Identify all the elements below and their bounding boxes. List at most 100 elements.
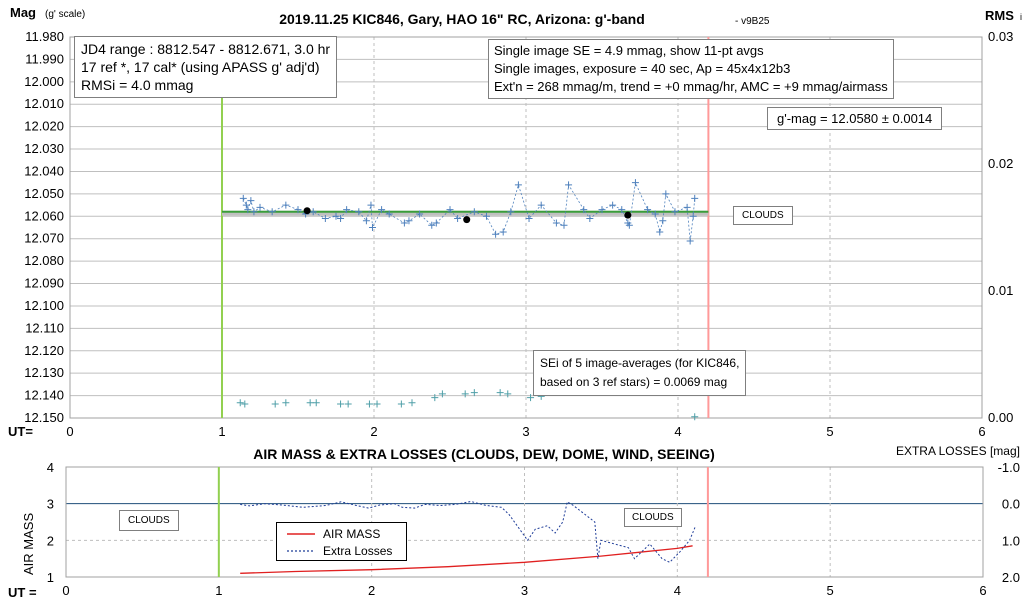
single-image-point (362, 217, 370, 225)
single-image-point (256, 203, 264, 211)
info-line: RMSi = 4.0 mmag (81, 77, 194, 93)
upper-y-tick-label: 12.060 (24, 208, 64, 223)
single-image-point (656, 228, 664, 236)
legend-swatches (287, 533, 315, 552)
upper-y-tick-label: 12.140 (24, 388, 64, 403)
single-image-point (659, 217, 667, 225)
single-image-point (609, 201, 617, 209)
upper-y-tick-label: 11.980 (25, 29, 64, 44)
single-image-point (662, 190, 670, 198)
image-average-point (624, 211, 632, 219)
upper-x-tick-label: 2 (370, 424, 377, 439)
image-average-point (303, 207, 311, 215)
upper-y-tick-label: 12.090 (24, 276, 64, 291)
single-image-point (247, 197, 255, 205)
lower-y2-tick-label: 0.0 (1002, 497, 1020, 512)
setup-annotation: Single image SE = 4.9 mmag, show 11-pt a… (488, 39, 894, 99)
setup-line: Single images, exposure = 40 sec, Ap = 4… (494, 61, 791, 76)
single-image-point (446, 206, 454, 214)
rms-point (408, 399, 416, 407)
upper-data-marks (221, 37, 710, 421)
upper-y-tick-label: 11.990 (25, 51, 64, 66)
lower-y2-tick-label: 1.0 (1002, 533, 1020, 548)
single-image-point (432, 219, 440, 227)
result-annotation: g'-mag = 12.0580 ± 0.0014 (767, 107, 943, 130)
upper-y2-tick-label: 0.00 (988, 410, 1013, 425)
lower-x-tick-label: 5 (827, 583, 834, 598)
single-image-point (580, 206, 588, 214)
sei-annotation: SEi of 5 image-averages (for KIC846, bas… (533, 350, 747, 396)
single-image-point (385, 210, 393, 218)
rms-point (337, 400, 345, 408)
single-image-point (525, 215, 533, 223)
single-image-point (598, 206, 606, 214)
clouds-annotation-lower-left: CLOUDS (119, 510, 179, 531)
lower-x-axis-prefix: UT = (8, 585, 37, 600)
single-image-point (400, 219, 408, 227)
lower-x-tick-label: 6 (979, 583, 986, 598)
single-image-point (239, 194, 247, 202)
upper-x-tick-label: 5 (826, 424, 833, 439)
rms-point (461, 390, 469, 398)
single-image-point (378, 206, 386, 214)
single-image-point (309, 208, 317, 216)
single-image-point (343, 206, 351, 214)
rms-point (312, 399, 320, 407)
single-image-point (586, 215, 594, 223)
single-image-point (405, 217, 413, 225)
single-image-point (416, 210, 424, 218)
single-image-point (428, 221, 436, 229)
rms-point (373, 400, 381, 408)
upper-y-tick-label: 12.000 (24, 74, 64, 89)
rms-point (344, 400, 352, 408)
single-image-point (671, 208, 679, 216)
single-image-point (625, 221, 633, 229)
single-image-point (294, 206, 302, 214)
sei-line: SEi of 5 image-averages (for KIC846, (540, 356, 740, 370)
upper-y-tick-label: 12.010 (24, 96, 64, 111)
upper-y-tick-label: 12.080 (24, 253, 64, 268)
upper-y-tick-label: 12.070 (24, 231, 64, 246)
lower-chart-title: AIR MASS & EXTRA LOSSES (CLOUDS, DEW, DO… (253, 446, 715, 462)
rms-point (691, 413, 699, 421)
clouds-annotation-lower-right: CLOUDS (624, 508, 682, 527)
lower-x-tick-label: 2 (368, 583, 375, 598)
upper-y-tick-label: 12.110 (25, 320, 64, 335)
lower-y-tick-label: 4 (47, 460, 54, 475)
legend-label-airmass: AIR MASS (323, 527, 381, 541)
single-image-point (537, 201, 545, 209)
upper-y-tick-label: 12.050 (24, 186, 64, 201)
rms-point (236, 399, 244, 407)
setup-line: Single image SE = 4.9 mmag, show 11-pt a… (494, 43, 764, 58)
upper-x-tick-label: 6 (978, 424, 985, 439)
single-image-point (368, 224, 376, 231)
single-image-point (337, 215, 345, 223)
y-axis-sublabel: (g' scale) (45, 9, 85, 20)
lower-legend: AIR MASS Extra Losses (276, 522, 407, 561)
single-image-point (244, 206, 252, 214)
upper-x-tick-label: 3 (522, 424, 529, 439)
single-image-point (560, 221, 568, 229)
lower-y-axis-label: AIR MASS (21, 513, 36, 575)
rms-point (504, 390, 512, 398)
upper-y-tick-label: 12.100 (24, 298, 64, 313)
lower-y-tick-label: 2 (47, 533, 54, 548)
image-average-point (463, 216, 471, 224)
lower-y2-tick-label: -1.0 (998, 460, 1020, 475)
upper-y2-tick-label: 0.03 (988, 29, 1013, 44)
rms-point (397, 400, 405, 408)
upper-y-tick-label: 12.020 (24, 119, 64, 134)
single-image-point (454, 215, 462, 223)
version-label: - v9B25 (735, 16, 770, 27)
sei-line: based on 3 ref stars) = 0.0069 mag (540, 375, 728, 389)
airmass-line (240, 545, 693, 574)
upper-y-tick-label: 12.130 (24, 365, 64, 380)
rms-point (496, 389, 504, 397)
single-image-point (691, 194, 699, 202)
lower-y-tick-label: 1 (47, 570, 54, 585)
lower-grid (65, 466, 984, 578)
lower-x-tick-label: 0 (62, 583, 69, 598)
lower-y2-axis-label: EXTRA LOSSES [mag] (896, 444, 1020, 458)
upper-y-tick-label: 12.030 (24, 141, 64, 156)
lower-x-tick-label: 3 (521, 583, 528, 598)
